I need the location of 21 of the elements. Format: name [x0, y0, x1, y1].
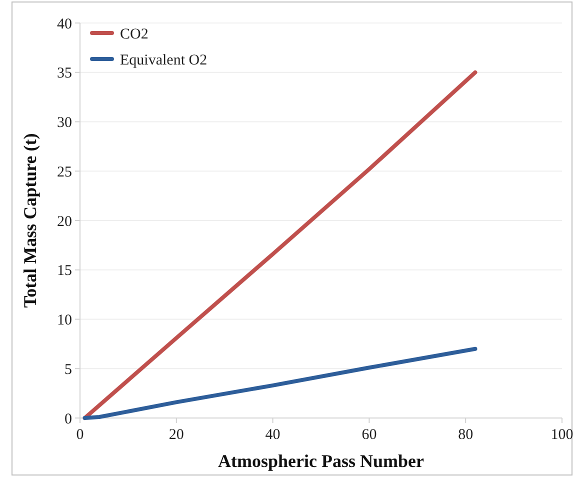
y-tick-label: 20	[57, 214, 72, 230]
x-tick-label: 100	[550, 427, 574, 443]
y-tick-label: 10	[57, 312, 72, 328]
x-tick-label: 20	[168, 427, 184, 443]
y-tick-label: 0	[64, 411, 72, 428]
x-tick-label: 80	[458, 427, 474, 443]
legend-label: Equivalent O2	[120, 52, 208, 68]
y-tick-label: 35	[57, 66, 72, 82]
y-axis-title: Total Mass Capture (t)	[20, 133, 40, 308]
y-tick-label: 25	[57, 164, 72, 180]
line-series	[82, 70, 478, 420]
x-tick-label: 60	[362, 427, 377, 443]
y-tick-label: 15	[57, 263, 72, 280]
y-tick-label: 40	[57, 16, 72, 32]
legend-label: CO2	[120, 26, 148, 42]
y-tick-label: 5	[64, 362, 72, 378]
x-tick-label: 40	[265, 427, 280, 443]
x-tick-label: 0	[76, 427, 84, 443]
x-axis-title: Atmospheric Pass Number	[218, 451, 424, 471]
y-tick-label: 30	[57, 115, 72, 131]
line-series	[82, 346, 478, 420]
